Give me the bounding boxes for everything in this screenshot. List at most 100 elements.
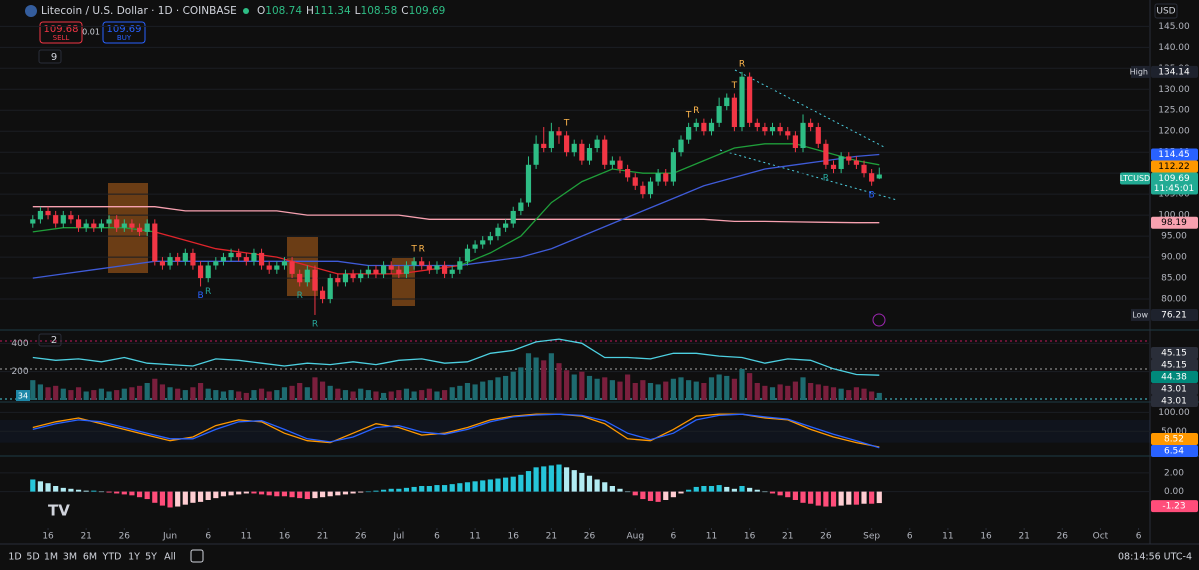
bar	[495, 377, 501, 400]
bar	[289, 491, 295, 498]
bar	[869, 491, 875, 504]
price-tag	[1151, 65, 1198, 78]
candle-body	[213, 261, 219, 266]
bar	[182, 491, 188, 505]
bar	[815, 491, 821, 506]
candle-body	[663, 173, 669, 182]
bar	[106, 491, 112, 493]
bar	[136, 385, 143, 400]
candle-body	[388, 265, 394, 270]
candle-body	[442, 265, 448, 274]
bar	[266, 391, 272, 400]
bar	[274, 491, 280, 497]
candle-body	[419, 261, 425, 266]
candle-body	[197, 265, 204, 279]
x-tick-label: Oct	[1093, 532, 1109, 542]
candle-body	[205, 265, 211, 279]
range-button[interactable]: 6M	[83, 552, 97, 563]
candle-body	[876, 174, 882, 179]
candle-body	[98, 223, 105, 228]
bar	[136, 491, 143, 498]
x-tick-label: 21	[782, 532, 793, 542]
bar	[297, 491, 303, 499]
pane-toggle[interactable]	[38, 333, 62, 347]
candle-body	[182, 252, 188, 262]
price-tag	[1151, 216, 1198, 229]
candle-body	[647, 181, 654, 195]
buy-button[interactable]	[102, 21, 146, 44]
bar	[480, 381, 486, 400]
bar	[281, 491, 288, 497]
calendar-icon[interactable]	[190, 549, 204, 563]
bar	[358, 491, 364, 493]
candle-body	[739, 76, 745, 128]
range-button[interactable]: 3M	[63, 552, 77, 563]
y-tick-label: 95.00	[1161, 232, 1187, 242]
bar	[785, 385, 791, 400]
bar	[403, 487, 410, 492]
candle-body	[464, 248, 471, 262]
range-button[interactable]: YTD	[102, 552, 122, 563]
bar	[358, 388, 364, 400]
indicators-toggle[interactable]	[38, 49, 62, 64]
price-tag-label: 44.38	[1161, 373, 1187, 383]
y-tick-label: 80.00	[1161, 295, 1187, 305]
bar	[167, 491, 173, 508]
symbol-tag-label: LTCUSD	[1120, 174, 1150, 183]
candle-body	[869, 173, 875, 182]
candle-body	[472, 244, 478, 249]
y-tick-label: 100.00	[1158, 211, 1190, 221]
bar	[167, 387, 173, 400]
bar	[319, 491, 326, 498]
candle-body	[815, 127, 821, 144]
price-tag	[1151, 371, 1198, 383]
countdown: 11:45:01	[1154, 184, 1194, 194]
price-tag	[1151, 308, 1198, 321]
coin-icon	[25, 5, 37, 17]
price-tag	[1151, 395, 1198, 407]
candle-body	[503, 223, 509, 228]
y-tick-label: 100.00	[1158, 408, 1190, 418]
bar	[830, 491, 837, 507]
bar	[380, 392, 387, 400]
bar	[762, 491, 768, 493]
bar	[197, 491, 204, 502]
range-button[interactable]: 1M	[44, 552, 58, 563]
signal-marker: R	[205, 287, 211, 297]
price-tag-label: 45.15	[1161, 361, 1187, 371]
range-button[interactable]: 5D	[26, 552, 39, 563]
candle-body	[571, 143, 577, 153]
bar	[365, 390, 371, 400]
range-button[interactable]: 1Y	[128, 552, 140, 563]
candle-body	[220, 257, 227, 262]
candle-body	[617, 160, 623, 169]
range-button[interactable]: 5Y	[145, 552, 157, 563]
bar	[37, 384, 44, 400]
bar	[236, 491, 242, 495]
x-tick-label: 16	[279, 532, 291, 542]
candle-body	[373, 269, 379, 274]
candle-body	[670, 152, 676, 182]
bar	[258, 388, 265, 400]
bar	[220, 491, 227, 497]
y-tick-label: 125.00	[1158, 106, 1190, 116]
bar	[205, 388, 211, 400]
range-button[interactable]: 1D	[8, 552, 21, 563]
bar	[380, 489, 387, 492]
candle-body	[312, 269, 318, 291]
candle-body	[701, 122, 707, 132]
sell-button[interactable]	[39, 21, 83, 44]
candle-body	[846, 156, 852, 161]
bar	[861, 491, 867, 504]
candle-body	[541, 143, 547, 149]
x-tick-label: 11	[942, 532, 953, 542]
bar	[419, 390, 425, 400]
bar	[243, 392, 249, 400]
bar	[525, 471, 532, 492]
bar	[449, 484, 455, 492]
candle-body	[556, 131, 562, 136]
candle-body	[365, 269, 371, 274]
range-button[interactable]: All	[164, 552, 176, 563]
currency-button[interactable]	[1154, 3, 1178, 19]
bar	[716, 485, 722, 492]
